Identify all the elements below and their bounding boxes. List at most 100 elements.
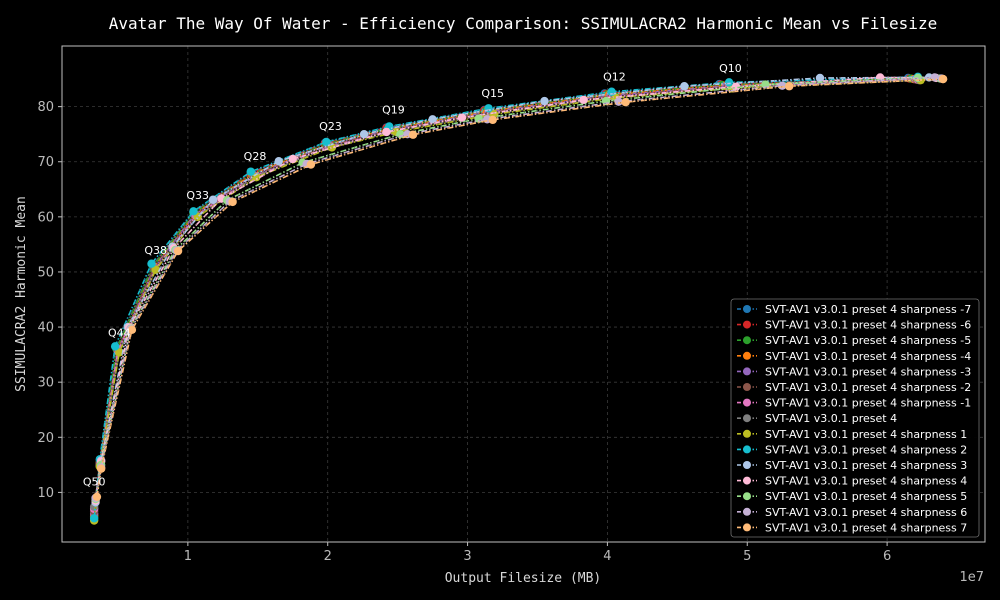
data-point: [680, 82, 689, 91]
q-annotation: Q33: [186, 189, 209, 202]
legend-label: SVT-AV1 v3.0.1 preset 4 sharpness -2: [765, 381, 971, 394]
legend-swatch-marker: [743, 336, 751, 345]
x-tick-label: 1: [184, 549, 192, 564]
data-point: [173, 246, 183, 256]
legend-label: SVT-AV1 v3.0.1 preset 4 sharpness 2: [765, 443, 967, 456]
legend-label: SVT-AV1 v3.0.1 preset 4 sharpness 3: [765, 459, 967, 472]
legend-label: SVT-AV1 v3.0.1 preset 4 sharpness -4: [765, 350, 971, 363]
y-tick-label: 50: [37, 265, 54, 280]
legend-swatch-marker: [743, 351, 751, 360]
legend-swatch-marker: [743, 320, 751, 329]
plot-frame: [61, 45, 986, 543]
legend-label: SVT-AV1 v3.0.1 preset 4 sharpness 6: [765, 506, 967, 519]
x-axis-label: Output Filesize (MB): [445, 571, 602, 586]
legend-entry: SVT-AV1 v3.0.1 preset 4 sharpness -4: [737, 350, 971, 363]
y-axis-label: SSIMULACRA2 Harmonic Mean: [14, 196, 29, 392]
y-tick-label: 60: [37, 210, 54, 225]
y-tick-label: 80: [37, 100, 54, 115]
x-axis-offset-label: 1e7: [959, 570, 984, 585]
data-point: [408, 130, 418, 139]
legend-entry: SVT-AV1 v3.0.1 preset 4 sharpness -5: [737, 334, 971, 347]
data-point: [540, 96, 549, 106]
legend-swatch-marker: [743, 414, 751, 423]
legend-swatch-marker: [743, 507, 751, 516]
series-line: [94, 76, 930, 503]
data-point: [189, 207, 198, 216]
legend-label: SVT-AV1 v3.0.1 preset 4 sharpness -7: [765, 303, 971, 316]
legend-label: SVT-AV1 v3.0.1 preset 4 sharpness 7: [765, 521, 967, 534]
x-tick-label: 3: [463, 549, 471, 564]
legend-swatch-marker: [743, 383, 751, 391]
q-annotation: Q44: [108, 327, 131, 340]
q-annotation: Q23: [319, 120, 342, 133]
legend-entry: SVT-AV1 v3.0.1 preset 4 sharpness -7: [737, 303, 971, 316]
legend: SVT-AV1 v3.0.1 preset 4 sharpness -7 SVT-…: [730, 298, 980, 538]
q-annotation: Q28: [244, 150, 267, 163]
data-point: [89, 514, 99, 523]
data-point: [579, 95, 588, 105]
legend-label: SVT-AV1 v3.0.1 preset 4: [765, 412, 897, 425]
data-point: [110, 342, 120, 351]
series-line: [94, 76, 937, 501]
legend-swatch-marker: [743, 398, 751, 407]
data-point: [359, 129, 369, 139]
legend-swatch-marker: [743, 492, 751, 501]
data-point: [457, 113, 467, 122]
series-line: [93, 76, 918, 519]
data-point: [938, 74, 948, 84]
legend-entry: SVT-AV1 v3.0.1 preset 4 sharpness 3: [737, 459, 967, 472]
legend-swatch-marker: [743, 429, 751, 438]
series-line: [94, 76, 942, 499]
legend-entry: SVT-AV1 v3.0.1 preset 4 sharpness 4: [737, 475, 967, 488]
legend-label: SVT-AV1 v3.0.1 preset 4 sharpness -6: [765, 319, 971, 332]
series-layer: [89, 72, 948, 525]
data-point: [322, 137, 331, 147]
legend-entry: SVT-AV1 v3.0.1 preset 4 sharpness -6: [737, 319, 971, 332]
y-tick-label: 10: [37, 486, 54, 501]
legend-entry: SVT-AV1 v3.0.1 preset 4 sharpness -2: [737, 381, 971, 394]
legend-entry: SVT-AV1 v3.0.1 preset 4 sharpness 5: [737, 490, 967, 503]
x-tick-label: 6: [883, 549, 891, 564]
chart-title: Avatar The Way Of Water - Efficiency Com…: [109, 14, 937, 33]
legend-entry: SVT-AV1 v3.0.1 preset 4 sharpness 6: [737, 506, 967, 519]
y-tick-label: 40: [37, 321, 54, 336]
legend-entry: SVT-AV1 v3.0.1 preset 4 sharpness 1: [737, 428, 967, 441]
data-point: [306, 160, 316, 169]
data-point: [274, 156, 283, 166]
legend-box: [730, 298, 980, 538]
data-point: [246, 167, 255, 176]
series-line-overlay: [93, 78, 914, 516]
data-point: [614, 97, 623, 106]
data-point: [288, 154, 297, 164]
series-line-overlay: [96, 78, 944, 497]
legend-swatch-marker: [743, 445, 751, 454]
q-annotation: Q38: [144, 244, 167, 257]
q-annotation: Q15: [481, 87, 504, 100]
y-tick-label: 30: [37, 376, 54, 391]
data-point: [724, 78, 734, 87]
legend-entry: SVT-AV1 v3.0.1 preset 4 sharpness 7: [737, 521, 967, 534]
q-annotation: Q19: [382, 103, 405, 116]
legend-label: SVT-AV1 v3.0.1 preset 4 sharpness -3: [765, 365, 971, 378]
legend-swatch-marker: [743, 305, 751, 313]
data-point: [228, 197, 237, 207]
legend-label: SVT-AV1 v3.0.1 preset 4 sharpness -5: [765, 334, 971, 347]
series-14: [92, 74, 948, 502]
series-line-overlay: [93, 79, 921, 521]
legend-label: SVT-AV1 v3.0.1 preset 4 sharpness 5: [765, 490, 967, 503]
data-point: [815, 73, 825, 83]
data-point: [488, 115, 497, 125]
legend-swatch-marker: [743, 461, 751, 469]
legend-swatch-marker: [743, 476, 751, 485]
legend-label: SVT-AV1 v3.0.1 preset 4 sharpness 1: [765, 428, 967, 441]
data-point: [382, 127, 391, 137]
data-point: [208, 195, 218, 204]
data-point: [147, 259, 156, 268]
legend-entry: SVT-AV1 v3.0.1 preset 4: [737, 412, 897, 425]
x-tick-label: 2: [324, 549, 332, 564]
data-point: [428, 115, 437, 124]
data-point: [92, 492, 102, 502]
q-annotation: Q50: [83, 475, 106, 488]
legend-label: SVT-AV1 v3.0.1 preset 4 sharpness 4: [765, 475, 967, 488]
